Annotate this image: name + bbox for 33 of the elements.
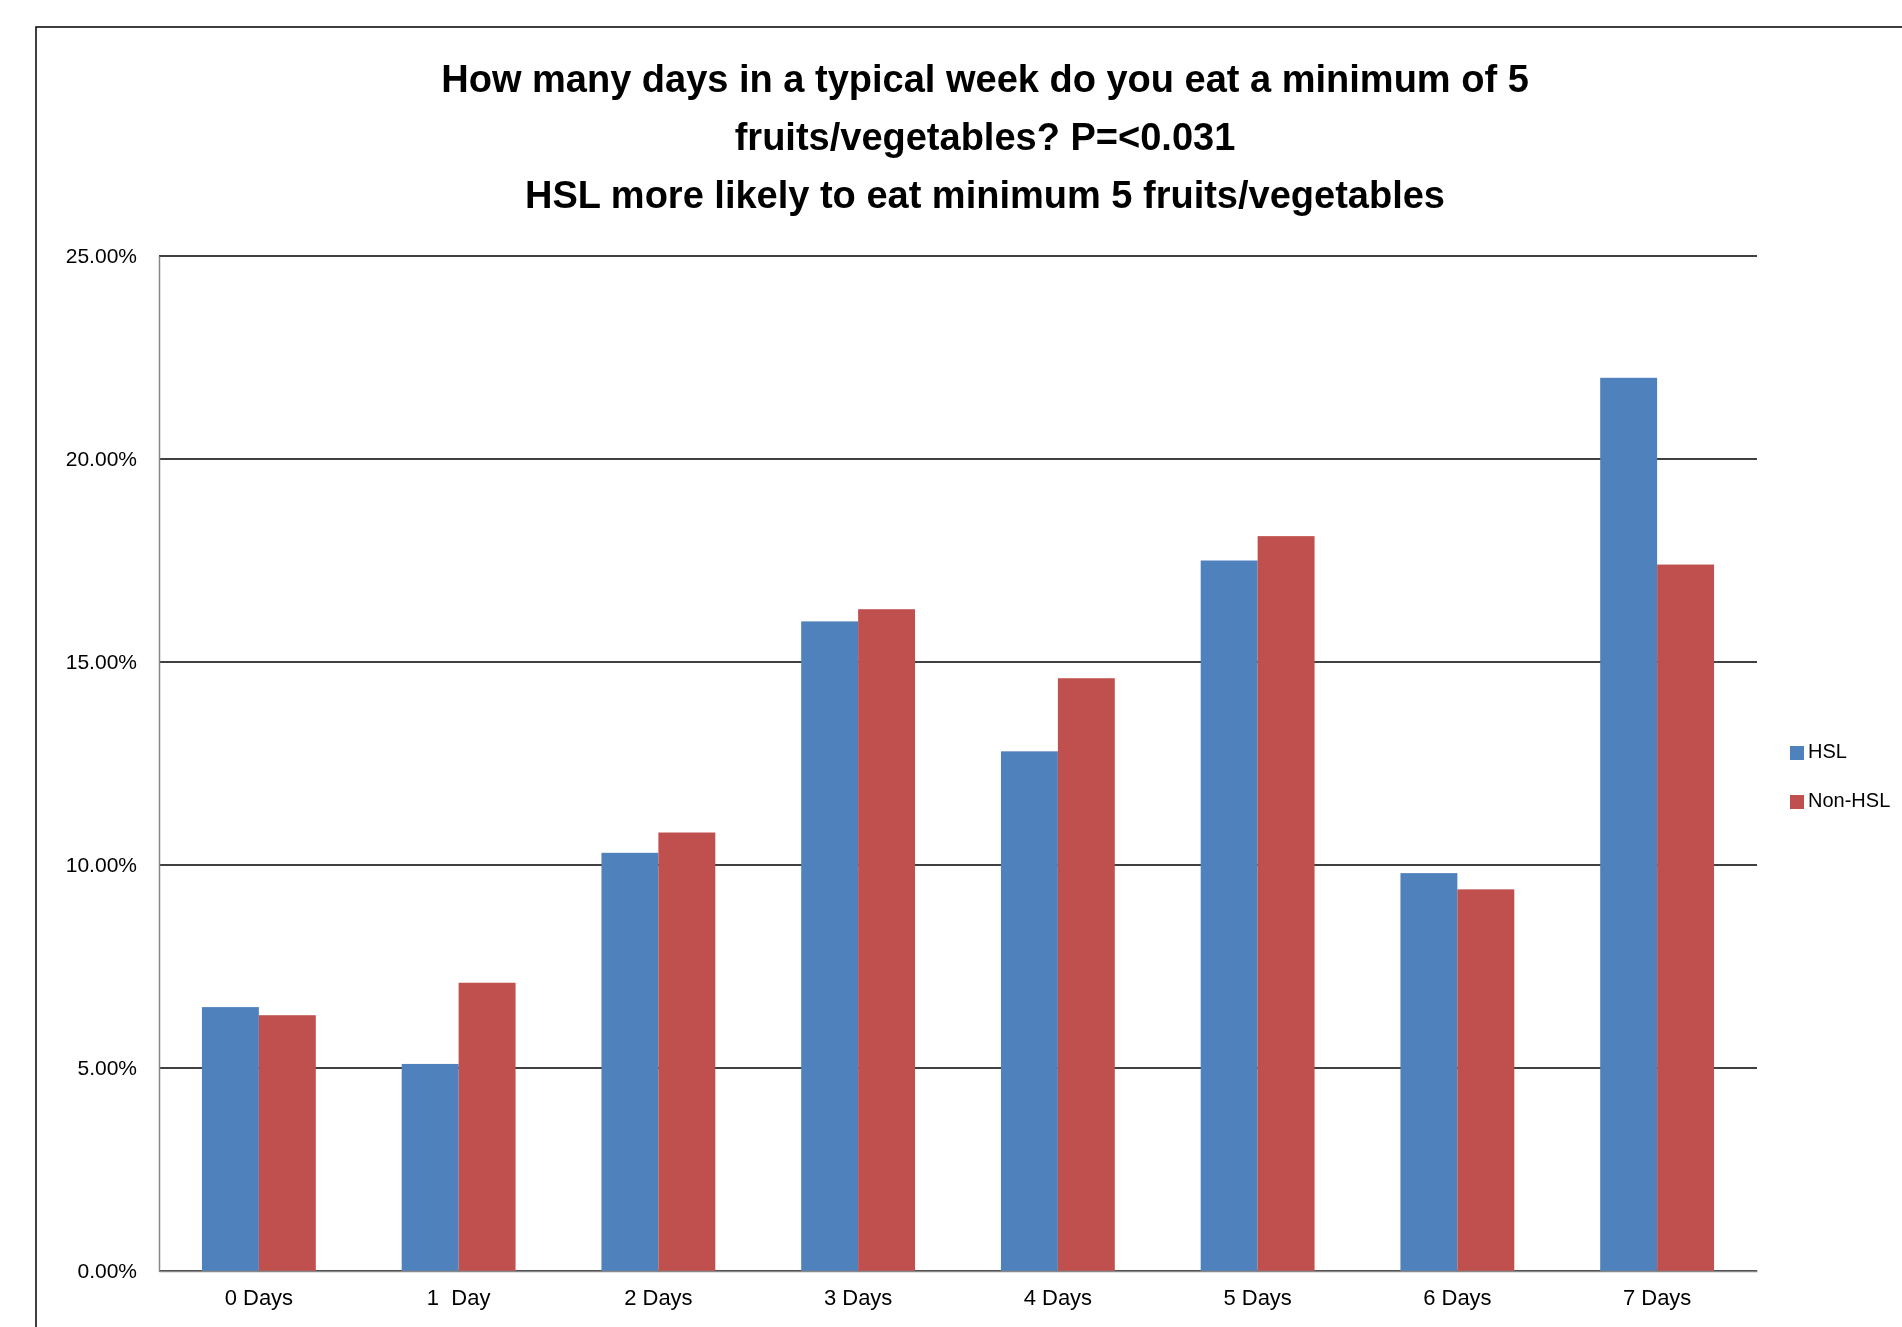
x-tick-label: 6 Days	[1423, 1284, 1492, 1310]
bar	[1000, 751, 1058, 1271]
chart-title: How many days in a typical week do you eat a minimum of 5 fruits/vegetables? P=<0.031 HSL more likely to eat minimum 5 fruits/vegetables	[441, 58, 1529, 216]
bar	[258, 1015, 316, 1271]
x-tick-label: 1 Day	[426, 1284, 491, 1310]
x-tick-label: 5 Days	[1223, 1284, 1292, 1310]
bar	[1457, 889, 1515, 1271]
x-tick-label: 0 Days	[224, 1284, 294, 1310]
y-tick-label: 15.00%	[65, 650, 137, 674]
bar	[858, 609, 916, 1271]
bar	[201, 1007, 259, 1271]
y-tick-label: 20.00%	[65, 447, 137, 471]
legend-label: Non-HSL	[1808, 789, 1891, 811]
bar	[601, 852, 659, 1271]
y-tick-label: 5.00%	[77, 1056, 137, 1080]
x-tick-label: 7 Days	[1622, 1284, 1692, 1310]
y-tick-label: 10.00%	[65, 853, 137, 877]
legend-label: HSL	[1808, 740, 1847, 762]
bar	[401, 1063, 459, 1271]
bar	[801, 621, 859, 1271]
x-tick-label: 2 Days	[624, 1284, 693, 1310]
bar	[1257, 536, 1315, 1271]
bar	[458, 982, 516, 1271]
x-tick-label: 3 Days	[823, 1284, 893, 1310]
bar	[1057, 678, 1115, 1271]
bar	[1400, 873, 1458, 1271]
x-tick-label: 4 Days	[1023, 1284, 1093, 1310]
bar	[1657, 564, 1715, 1271]
bar	[658, 832, 716, 1271]
y-tick-label: 25.00%	[65, 244, 137, 268]
bar	[1600, 377, 1658, 1271]
bar	[1200, 560, 1258, 1271]
y-tick-label: 0.00%	[77, 1259, 137, 1283]
